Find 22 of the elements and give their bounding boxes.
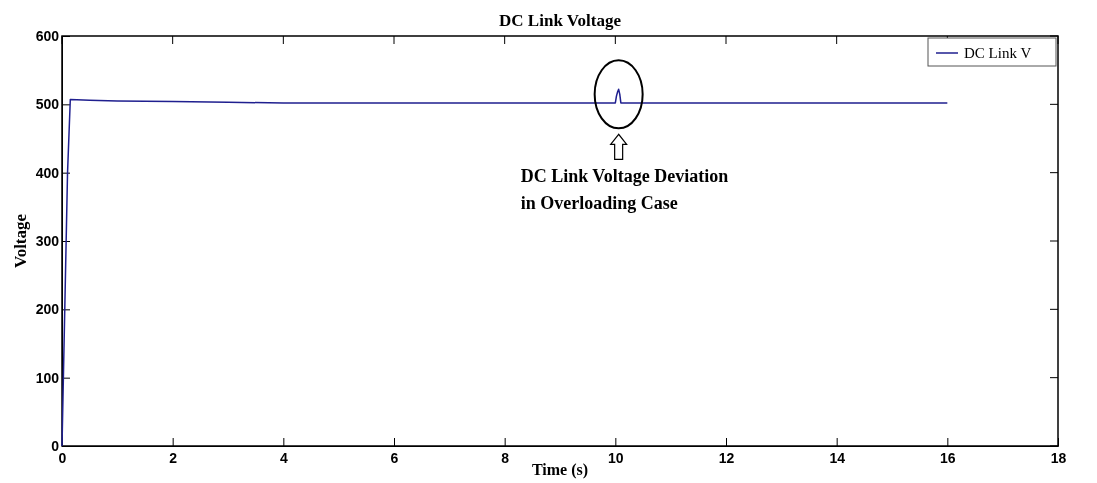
x-tick-label: 10 [608,450,624,466]
y-tick-label: 500 [35,96,60,113]
y-tick-label: 100 [35,369,60,386]
y-tick-label: 200 [35,301,60,318]
x-tick-label: 14 [829,450,846,466]
line-series [61,88,949,447]
x-tick-label: 6 [390,450,399,466]
x-tick-label: 8 [501,450,510,466]
x-tick-label: 18 [1050,450,1067,466]
x-tick-label: 16 [940,450,956,466]
y-tick-label: 0 [51,437,60,454]
y-tick-label: 300 [35,232,60,249]
annotation: DC Link Voltage Deviation in Overloading Case [520,166,729,214]
y-axis-title: Voltage [11,213,30,269]
legend-label: DC Link V [964,45,1032,61]
x-tick-label: 12 [718,450,735,466]
y-tick-label: 600 [35,27,60,44]
x-tick-label: 2 [169,450,178,466]
chart-title: DC Link Voltage [499,11,622,30]
y-tick-label: 400 [35,164,60,181]
x-axis-title: Time (s) [531,461,589,479]
x-tick-label: 4 [279,450,288,466]
